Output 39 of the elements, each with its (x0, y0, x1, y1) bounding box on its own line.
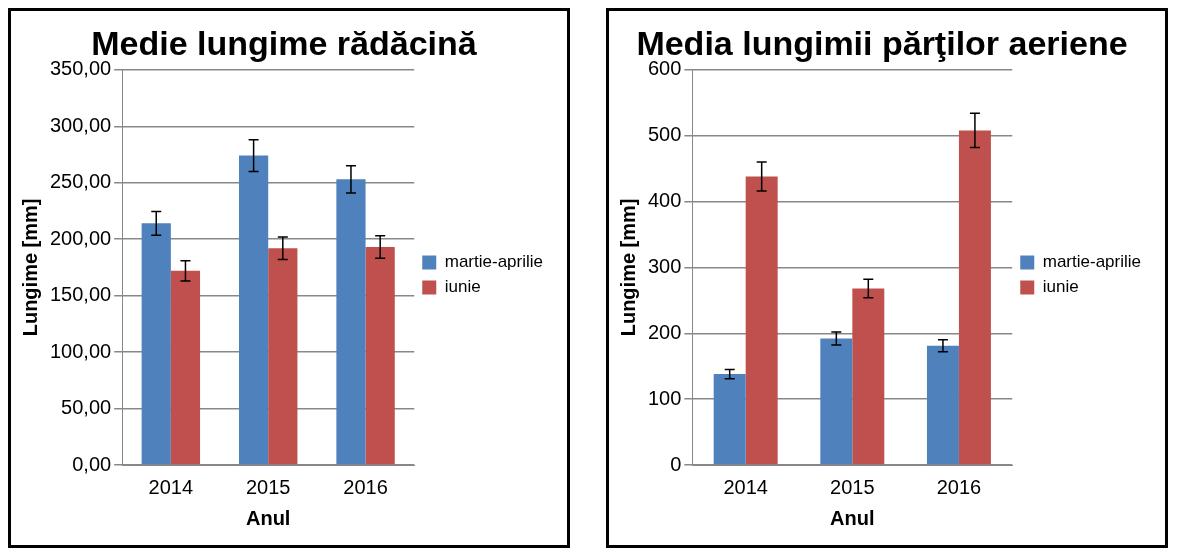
y-tick-label: 100 (647, 386, 682, 409)
y-tick-label: 400 (647, 189, 682, 212)
bar (926, 345, 959, 465)
bar (141, 223, 171, 465)
x-tick-label: 2015 (830, 475, 875, 498)
y-tick-label: 0 (670, 452, 682, 475)
x-tick-label: 2016 (343, 475, 388, 498)
x-axis-title: Anul (245, 506, 291, 529)
bar (745, 176, 778, 465)
x-tick-label: 2015 (245, 475, 291, 498)
bar (336, 179, 366, 465)
y-tick-label: 250,00 (50, 170, 112, 193)
x-tick-label: 2016 (936, 475, 982, 498)
y-axis-title: Lungime [mm] (616, 198, 639, 337)
bar (365, 247, 395, 465)
legend-label: iunie (444, 277, 481, 297)
legend-label: martie-aprilie (1042, 252, 1141, 272)
bar (852, 288, 885, 465)
x-tick-label: 2014 (148, 475, 194, 498)
y-tick-label: 500 (647, 123, 682, 146)
y-tick-label: 100,00 (50, 339, 112, 362)
bar (170, 270, 201, 465)
bar (713, 374, 746, 465)
y-axis-title: Lungime [mm] (18, 198, 41, 337)
x-tick-label: 2014 (723, 475, 768, 498)
y-tick-label: 200 (647, 320, 682, 343)
y-tick-label: 0,00 (72, 452, 112, 475)
bar (820, 338, 853, 465)
bar (239, 155, 269, 465)
y-tick-label: 300,00 (50, 113, 112, 136)
legend-label: martie-aprilie (444, 252, 543, 272)
y-tick-label: 300 (647, 254, 682, 277)
y-tick-label: 50,00 (61, 396, 112, 419)
y-tick-label: 200,00 (50, 226, 112, 249)
bar (958, 130, 991, 465)
legend-label: iunie (1042, 277, 1079, 297)
bar (268, 248, 298, 465)
y-tick-label: 150,00 (50, 283, 112, 306)
x-axis-title: Anul (830, 506, 875, 529)
